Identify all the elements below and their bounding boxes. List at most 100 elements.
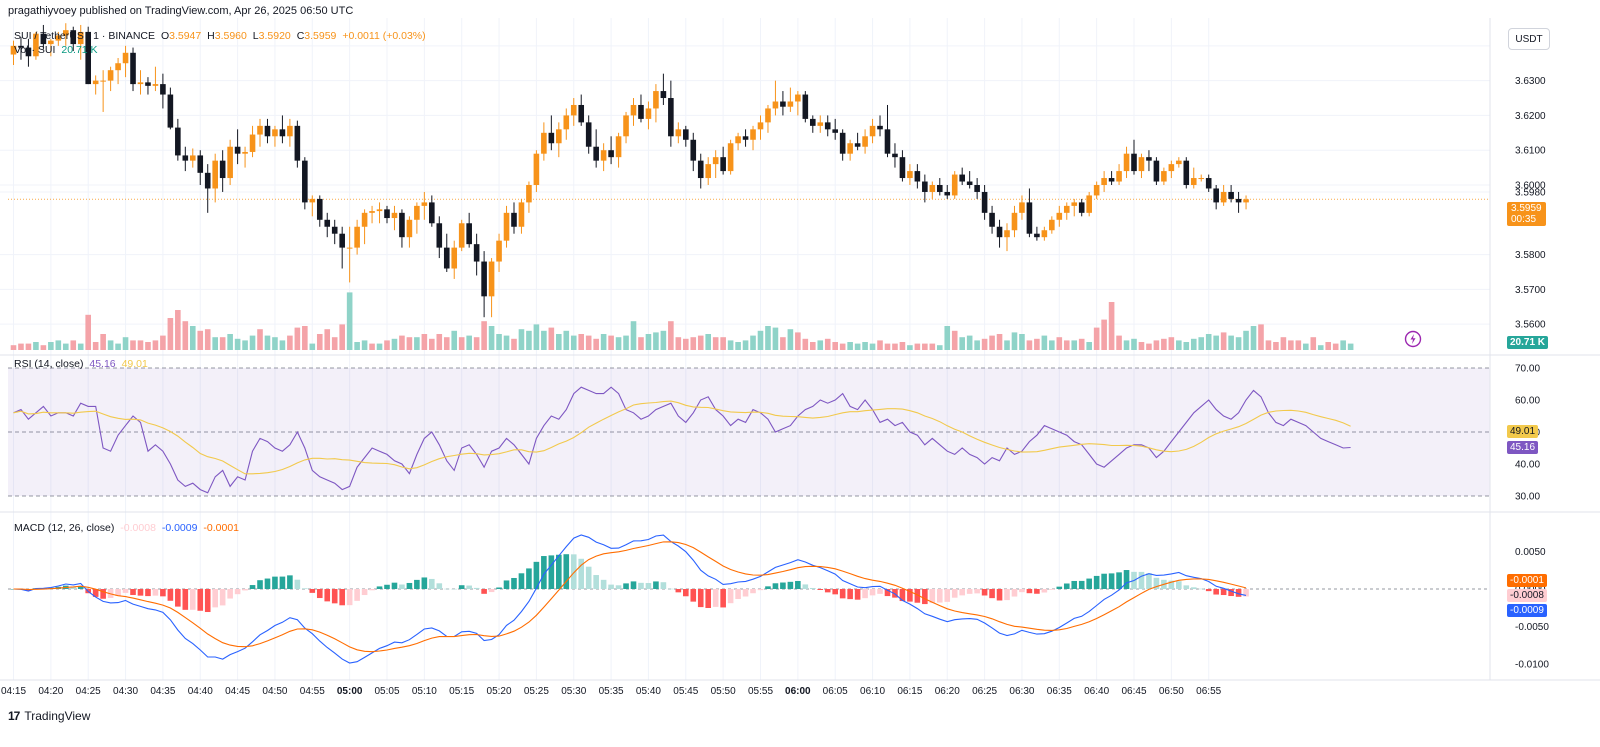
candle-body bbox=[331, 226, 338, 234]
candle-body bbox=[1213, 188, 1219, 203]
candle-body bbox=[623, 115, 629, 137]
volume-bar bbox=[70, 340, 77, 350]
candle-body bbox=[884, 129, 891, 154]
volume-bar bbox=[339, 324, 345, 350]
volume-label[interactable]: Vol · SUI bbox=[14, 44, 56, 56]
candle-body bbox=[675, 129, 682, 137]
volume-bar bbox=[1116, 335, 1122, 350]
tradingview-logo[interactable]: 17 TradingView bbox=[8, 709, 90, 723]
macd-histogram-bar bbox=[907, 589, 913, 602]
volume-bar bbox=[526, 330, 532, 350]
macd-histogram-bar bbox=[197, 589, 204, 611]
macd-histogram-bar bbox=[219, 589, 226, 606]
macd-histogram-bar bbox=[705, 589, 712, 608]
currency-button[interactable]: USDT bbox=[1508, 28, 1550, 50]
macd-histogram-bar bbox=[809, 587, 816, 589]
macd-label[interactable]: MACD (12, 26, close) bbox=[14, 522, 115, 534]
symbol-title[interactable]: SUI / TetherUS · 1 · BINANCE bbox=[14, 30, 156, 42]
candle-body bbox=[832, 129, 838, 133]
candle-body bbox=[1220, 191, 1227, 203]
time-tick-label: 05:30 bbox=[561, 686, 586, 697]
macd-histogram-bar bbox=[1049, 589, 1055, 590]
candle-body bbox=[10, 45, 17, 55]
candle-body bbox=[242, 151, 248, 154]
candle-body bbox=[197, 155, 204, 173]
macd-line-badge: -0.0009 bbox=[1507, 604, 1547, 617]
macd-histogram-bar bbox=[541, 556, 547, 589]
macd-histogram-bar bbox=[959, 589, 965, 596]
volume-bar bbox=[212, 337, 218, 350]
candle-body bbox=[757, 122, 764, 130]
candle-body bbox=[533, 153, 540, 185]
macd-signal-line bbox=[13, 541, 1247, 653]
time-tick-label: 06:15 bbox=[897, 686, 922, 697]
macd-histogram-bar bbox=[324, 589, 331, 602]
volume-bar bbox=[765, 326, 771, 350]
volume-bar bbox=[1317, 345, 1324, 350]
candle-body bbox=[1161, 171, 1167, 182]
macd-histogram-bar bbox=[294, 579, 301, 589]
volume-bar bbox=[892, 343, 898, 350]
volume-bar bbox=[884, 343, 891, 350]
close-value: 3.5959 bbox=[304, 30, 337, 42]
candle-body bbox=[1235, 198, 1242, 203]
macd-histogram-bar bbox=[727, 589, 734, 604]
candle-body bbox=[1190, 178, 1197, 185]
macd-histogram-bar bbox=[481, 589, 487, 594]
candle-body bbox=[1123, 153, 1130, 172]
macd-histogram-bar bbox=[914, 589, 921, 603]
volume-bar bbox=[802, 338, 809, 350]
macd-histogram-bar bbox=[1034, 589, 1040, 594]
candle-body bbox=[1026, 202, 1033, 234]
candle-body bbox=[466, 223, 472, 245]
candle-body bbox=[287, 125, 293, 137]
volume-bar bbox=[1063, 340, 1070, 350]
macd-histogram-bar bbox=[346, 589, 353, 606]
candle-body bbox=[615, 136, 622, 158]
candle-body bbox=[77, 31, 84, 45]
candle-body bbox=[765, 108, 771, 123]
macd-histogram-bar bbox=[795, 580, 801, 589]
candle-body bbox=[645, 108, 652, 119]
macd-signal-badge: -0.0001 bbox=[1507, 574, 1547, 587]
candle-body bbox=[989, 212, 995, 227]
candle-body bbox=[638, 104, 644, 119]
macd-histogram-bar bbox=[668, 588, 674, 590]
volume-bar bbox=[1190, 338, 1197, 350]
macd-legend[interactable]: MACD (12, 26, close) -0.0008 -0.0009 -0.… bbox=[14, 522, 242, 534]
macd-histogram-bar bbox=[182, 589, 189, 610]
candle-body bbox=[175, 127, 181, 156]
macd-histogram-bar bbox=[563, 554, 570, 589]
volume-bar bbox=[316, 334, 323, 350]
alert-icon[interactable] bbox=[1404, 330, 1422, 348]
volume-bar bbox=[115, 343, 121, 350]
volume-bar bbox=[1176, 340, 1182, 350]
candle-body bbox=[503, 212, 510, 241]
volume-bar bbox=[615, 337, 622, 350]
volume-legend[interactable]: Vol · SUI 20.71 K bbox=[14, 44, 101, 56]
volume-bar bbox=[18, 343, 24, 350]
candle-body bbox=[264, 125, 271, 137]
macd-histogram-bar bbox=[511, 577, 517, 589]
volume-bar bbox=[683, 338, 689, 350]
macd-histogram-bar bbox=[899, 589, 906, 602]
volume-bars bbox=[10, 292, 1354, 350]
volume-bar bbox=[623, 335, 629, 350]
macd-histogram-bar bbox=[869, 589, 876, 596]
rsi-tick-label: 30.00 bbox=[1515, 492, 1540, 503]
volume-bar bbox=[1026, 340, 1033, 350]
symbol-legend[interactable]: SUI / TetherUS · 1 · BINANCE O3.5947 H3.… bbox=[14, 30, 429, 42]
rsi-ma-badge: 49.01 bbox=[1507, 425, 1539, 438]
candle-body bbox=[929, 185, 936, 192]
candle-body bbox=[189, 155, 196, 161]
macd-histogram-bar bbox=[1019, 589, 1025, 593]
volume-bar bbox=[660, 330, 667, 350]
rsi-label[interactable]: RSI (14, close) bbox=[14, 358, 84, 370]
rsi-legend[interactable]: RSI (14, close) 45.16 49.01 bbox=[14, 358, 151, 370]
volume-bar bbox=[1332, 343, 1339, 350]
volume-bar bbox=[1347, 343, 1354, 350]
macd-histogram-bar bbox=[421, 577, 428, 589]
macd-histogram-bar bbox=[1026, 589, 1033, 594]
volume-bar bbox=[1303, 343, 1309, 350]
open-label: O bbox=[160, 30, 170, 42]
